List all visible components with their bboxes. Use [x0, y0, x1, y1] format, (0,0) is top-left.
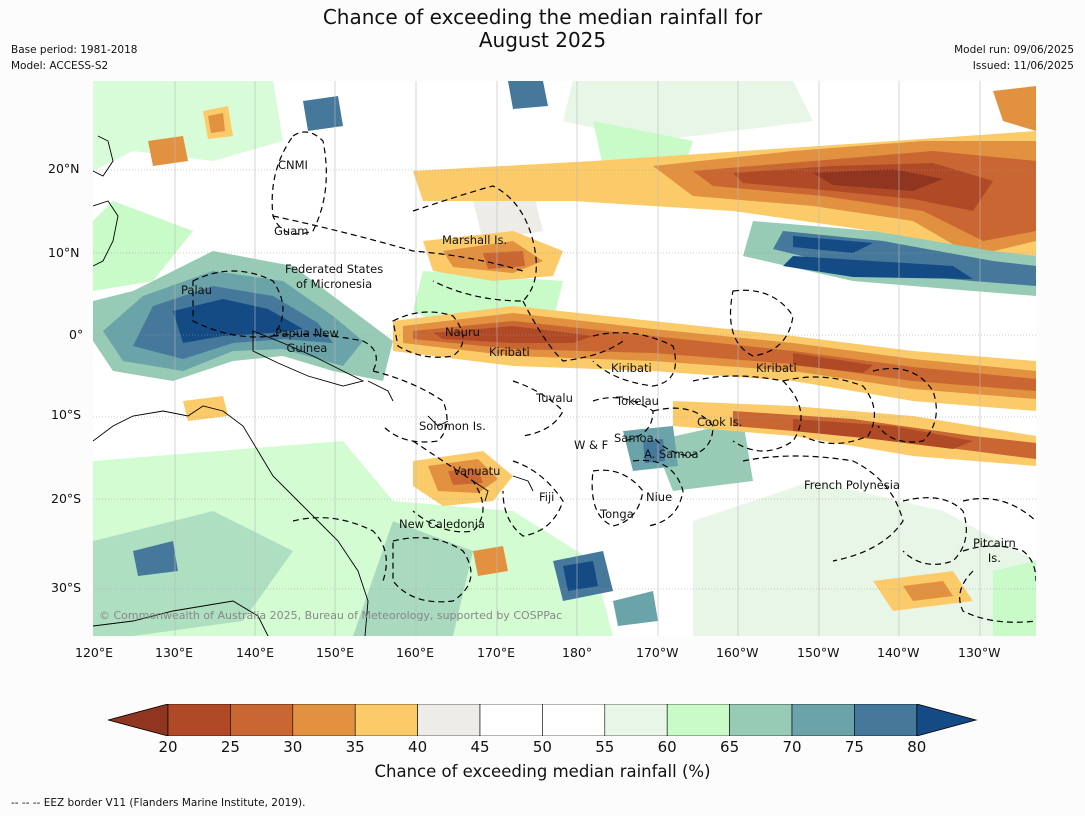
lat-label-0: 0° — [69, 327, 84, 342]
colorbar-bin-40-45 — [417, 703, 481, 737]
region-label-nauru: Nauru — [445, 325, 480, 339]
colorbar-tick-60: 60 — [657, 738, 677, 756]
region-label-samoa: Samoa — [614, 431, 654, 445]
region-label-solomon: Solomon Is. — [419, 419, 486, 433]
colorbar-bin-75-80 — [854, 703, 918, 737]
colorbar-extend-low — [106, 703, 169, 737]
colorbar-tick-65: 65 — [720, 738, 740, 756]
colorbar-tick-55: 55 — [595, 738, 615, 756]
region-label-guam: Guam — [274, 224, 309, 238]
region-label-american-samoa: A. Samoa — [644, 447, 699, 461]
region-label-fsm: Federated States of Micronesia — [285, 262, 384, 291]
region-label-kiribati-central: Kiribati — [611, 361, 652, 375]
colorbar-tick-20: 20 — [158, 738, 178, 756]
region-label-png: Papua New Guinea — [275, 326, 339, 355]
copyright-notice: © Commonwealth of Australia 2025, Bureau… — [99, 609, 563, 622]
lon-label-150w: 150°W — [797, 645, 840, 660]
lat-label-20n: 20°N — [48, 161, 80, 176]
lon-label-120e: 120°E — [75, 645, 114, 660]
colorbar-tick-30: 30 — [283, 738, 303, 756]
meta-left: Base period: 1981-2018 Model: ACCESS-S2 — [11, 42, 137, 74]
region-label-niue: Niue — [646, 490, 673, 504]
colorbar-bin-45-50 — [479, 703, 543, 737]
chart-title: Chance of exceeding the median rainfall … — [0, 6, 1085, 52]
meta-right: Model run: 09/06/2025 Issued: 11/06/2025 — [954, 42, 1074, 74]
title-line-1: Chance of exceeding the median rainfall … — [322, 5, 763, 29]
region-label-marshall: Marshall Is. — [442, 233, 508, 247]
colorbar-tick-80: 80 — [907, 738, 927, 756]
colorbar-bin-55-60 — [604, 703, 668, 737]
colorbar-bin-60-65 — [666, 703, 730, 737]
colorbar-tick-35: 35 — [345, 738, 365, 756]
lon-label-150e: 150°E — [316, 645, 355, 660]
lon-label-130w: 130°W — [958, 645, 1001, 660]
lon-label-170e: 170°E — [477, 645, 516, 660]
region-label-wallis-futuna: W & F — [574, 438, 609, 452]
lat-label-30s: 30°S — [51, 580, 82, 595]
region-label-palau: Palau — [181, 283, 212, 297]
colorbar-svg — [106, 703, 978, 737]
colorbar-bin-25-30 — [230, 703, 294, 737]
region-label-cnmi: CNMI — [278, 158, 308, 172]
colorbar-bin-65-70 — [729, 703, 793, 737]
eez-borders — [192, 131, 1036, 623]
lon-label-140w: 140°W — [877, 645, 920, 660]
base-period: Base period: 1981-2018 — [11, 44, 138, 56]
colorbar-bin-50-55 — [542, 703, 606, 737]
colorbar-tick-70: 70 — [782, 738, 802, 756]
lon-label-160e: 160°E — [396, 645, 435, 660]
coastlines — [93, 135, 534, 636]
lon-label-130e: 130°E — [155, 645, 194, 660]
colorbar-extend-high — [916, 703, 978, 737]
region-label-vanuatu: Vanuatu — [453, 464, 501, 478]
colorbar-tick-40: 40 — [408, 738, 428, 756]
graticule — [93, 81, 1036, 636]
eez-footnote: -- -- -- EEZ border V11 (Flanders Marine… — [11, 797, 306, 809]
colorbar-bin-20-25 — [167, 703, 231, 737]
title-line-2: August 2025 — [478, 28, 607, 52]
model-name: Model: ACCESS-S2 — [11, 60, 109, 72]
region-label-kiribati-west: Kiribati — [489, 345, 530, 359]
colorbar-tick-45: 45 — [470, 738, 490, 756]
lon-label-170w: 170°W — [636, 645, 679, 660]
region-label-tonga: Tonga — [600, 507, 634, 521]
rainfall-map: CNMI Guam Marshall Is. Federated States … — [93, 81, 1036, 636]
colorbar-bin-70-75 — [791, 703, 855, 737]
lat-label-10n: 10°N — [48, 245, 80, 260]
colorbar-label: Chance of exceeding median rainfall (%) — [374, 762, 711, 781]
region-label-cook: Cook Is. — [697, 415, 743, 429]
colorbar — [106, 703, 978, 737]
colorbar-tick-75: 75 — [844, 738, 864, 756]
region-label-tokelau: Tokelau — [616, 394, 659, 408]
region-label-tuvalu: Tuvalu — [536, 391, 573, 405]
probability-field — [93, 81, 1036, 636]
lon-label-160w: 160°W — [716, 645, 759, 660]
lon-label-140e: 140°E — [236, 645, 275, 660]
region-label-pitcairn: Pitcairn Is. — [973, 536, 1016, 565]
region-label-kiribati-east: Kiribati — [756, 361, 797, 375]
region-label-french-polynesia: French Polynesia — [804, 478, 901, 492]
lon-label-180: 180° — [562, 645, 593, 660]
model-run: Model run: 09/06/2025 — [954, 44, 1074, 56]
colorbar-tick-25: 25 — [220, 738, 240, 756]
lat-label-20s: 20°S — [51, 491, 82, 506]
colorbar-bin-30-35 — [292, 703, 356, 737]
map-svg — [93, 81, 1036, 636]
colorbar-bin-35-40 — [354, 703, 418, 737]
issued-date: Issued: 11/06/2025 — [972, 60, 1074, 72]
region-label-fiji: Fiji — [539, 490, 555, 504]
lat-label-10s: 10°S — [51, 407, 82, 422]
region-label-new-caledonia: New Caledonia — [399, 517, 485, 531]
colorbar-tick-50: 50 — [532, 738, 552, 756]
